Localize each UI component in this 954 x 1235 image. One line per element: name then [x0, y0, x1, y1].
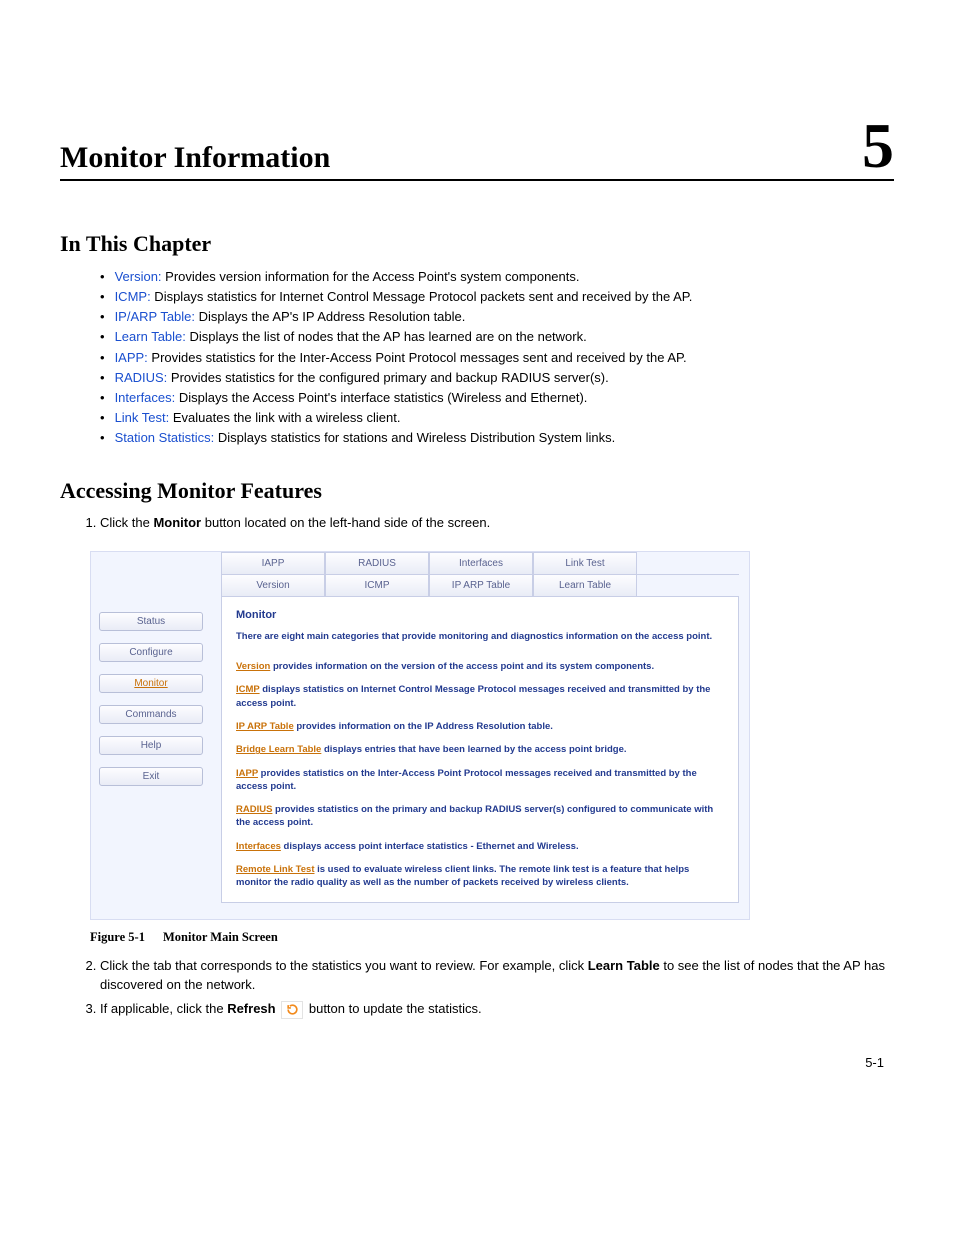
figure-title: Monitor Main Screen: [163, 930, 278, 944]
ss-link-interfaces[interactable]: Interfaces: [236, 841, 281, 852]
step-1: Click the Monitor button located on the …: [100, 514, 894, 533]
step-3: If applicable, click the Refresh button …: [100, 1000, 894, 1019]
toc-list: Version: Provides version information fo…: [60, 267, 894, 448]
ss-para-text: displays access point interface statisti…: [281, 841, 579, 852]
toc-item: Interfaces: Displays the Access Point's …: [100, 388, 894, 408]
ss-para: Version provides information on the vers…: [236, 660, 724, 673]
ss-link-version[interactable]: Version: [236, 661, 270, 672]
ss-btn-status[interactable]: Status: [99, 612, 203, 631]
screenshot-main: IAPP RADIUS Interfaces Link Test Version…: [211, 552, 749, 919]
toc-item: IP/ARP Table: Displays the AP's IP Addre…: [100, 307, 894, 327]
toc-link-interfaces[interactable]: Interfaces:: [115, 390, 176, 405]
ss-btn-configure[interactable]: Configure: [99, 643, 203, 662]
step-text: Click the tab that corresponds to the st…: [100, 958, 588, 973]
screenshot-tabs-row1: IAPP RADIUS Interfaces Link Test: [221, 552, 739, 574]
step-text: button located on the left-hand side of …: [201, 515, 490, 530]
screenshot-sidebar: Status Configure Monitor Commands Help E…: [91, 552, 211, 919]
toc-text: Displays statistics for Internet Control…: [151, 289, 693, 304]
ss-link-iapp[interactable]: IAPP: [236, 768, 258, 779]
ss-tab-radius[interactable]: RADIUS: [325, 552, 429, 574]
toc-text: Displays the list of nodes that the AP h…: [186, 329, 587, 344]
steps-list: Click the Monitor button located on the …: [60, 514, 894, 533]
ss-btn-exit[interactable]: Exit: [99, 767, 203, 786]
figure-number: Figure 5-1: [90, 930, 145, 944]
ss-para-text: provides information on the IP Address R…: [294, 721, 553, 732]
toc-item: Version: Provides version information fo…: [100, 267, 894, 287]
toc-link-radius[interactable]: RADIUS:: [115, 370, 168, 385]
chapter-title: Monitor Information: [60, 141, 330, 175]
toc-text: Displays statistics for stations and Wir…: [214, 430, 615, 445]
ss-para-text: provides statistics on the primary and b…: [236, 804, 713, 828]
toc-text: Provides statistics for the Inter-Access…: [148, 350, 687, 365]
ss-tab-spacer: [637, 574, 739, 596]
ss-para: Remote Link Test is used to evaluate wir…: [236, 863, 724, 890]
ss-para-text: provides statistics on the Inter-Access …: [236, 768, 697, 792]
toc-link-iparp[interactable]: IP/ARP Table:: [115, 309, 195, 324]
toc-item: ICMP: Displays statistics for Internet C…: [100, 287, 894, 307]
toc-item: RADIUS: Provides statistics for the conf…: [100, 368, 894, 388]
step-bold: Monitor: [153, 515, 201, 530]
toc-item: Station Statistics: Displays statistics …: [100, 428, 894, 448]
toc-link-linktest[interactable]: Link Test:: [115, 410, 170, 425]
chapter-header: Monitor Information 5: [60, 120, 894, 181]
toc-text: Provides version information for the Acc…: [162, 269, 580, 284]
toc-text: Displays the AP's IP Address Resolution …: [195, 309, 465, 324]
ss-para-text: provides information on the version of t…: [270, 661, 654, 672]
toc-item: Link Test: Evaluates the link with a wir…: [100, 408, 894, 428]
ss-tab-spacer: [637, 552, 739, 574]
section-in-this-chapter: In This Chapter: [60, 231, 894, 257]
ss-btn-monitor[interactable]: Monitor: [99, 674, 203, 693]
toc-item: Learn Table: Displays the list of nodes …: [100, 327, 894, 347]
ss-link-icmp[interactable]: ICMP: [236, 684, 260, 695]
ss-link-radius[interactable]: RADIUS: [236, 804, 272, 815]
ss-link-bridge[interactable]: Bridge Learn Table: [236, 744, 321, 755]
ss-btn-commands[interactable]: Commands: [99, 705, 203, 724]
steps-list-cont: Click the tab that corresponds to the st…: [60, 957, 894, 1020]
ss-tab-learn[interactable]: Learn Table: [533, 574, 637, 596]
chapter-number: 5: [862, 120, 894, 171]
ss-tab-iapp[interactable]: IAPP: [221, 552, 325, 574]
ss-tab-interfaces[interactable]: Interfaces: [429, 552, 533, 574]
refresh-icon: [281, 1001, 303, 1019]
step-text: Click the: [100, 515, 153, 530]
toc-link-station[interactable]: Station Statistics:: [115, 430, 215, 445]
toc-item: IAPP: Provides statistics for the Inter-…: [100, 348, 894, 368]
ss-para: RADIUS provides statistics on the primar…: [236, 803, 724, 830]
ss-para: Interfaces displays access point interfa…: [236, 840, 724, 853]
ss-tab-iparp[interactable]: IP ARP Table: [429, 574, 533, 596]
ss-link-remote[interactable]: Remote Link Test: [236, 864, 314, 875]
ss-tab-icmp[interactable]: ICMP: [325, 574, 429, 596]
ss-link-iparp[interactable]: IP ARP Table: [236, 721, 294, 732]
ss-tab-version[interactable]: Version: [221, 574, 325, 596]
toc-text: Provides statistics for the configured p…: [167, 370, 608, 385]
ss-para-text: displays entries that have been learned …: [321, 744, 626, 755]
toc-text: Evaluates the link with a wireless clien…: [169, 410, 400, 425]
screenshot-tabs-row2: Version ICMP IP ARP Table Learn Table: [221, 574, 739, 596]
step-2: Click the tab that corresponds to the st…: [100, 957, 894, 995]
ss-para: Bridge Learn Table displays entries that…: [236, 743, 724, 756]
ss-btn-help[interactable]: Help: [99, 736, 203, 755]
section-accessing: Accessing Monitor Features: [60, 478, 894, 504]
ss-intro: There are eight main categories that pro…: [236, 631, 724, 642]
step-text: If applicable, click the: [100, 1001, 227, 1016]
screenshot-content: Monitor There are eight main categories …: [221, 596, 739, 903]
toc-link-icmp[interactable]: ICMP:: [115, 289, 151, 304]
figure-caption: Figure 5-1 Monitor Main Screen: [90, 930, 894, 945]
ss-para-text: displays statistics on Internet Control …: [236, 684, 710, 708]
toc-link-version[interactable]: Version:: [115, 269, 162, 284]
ss-para: IP ARP Table provides information on the…: [236, 720, 724, 733]
toc-text: Displays the Access Point's interface st…: [175, 390, 587, 405]
toc-link-learn[interactable]: Learn Table:: [115, 329, 186, 344]
ss-para: ICMP displays statistics on Internet Con…: [236, 683, 724, 710]
ss-para: IAPP provides statistics on the Inter-Ac…: [236, 767, 724, 794]
ss-tab-linktest[interactable]: Link Test: [533, 552, 637, 574]
step-bold: Learn Table: [588, 958, 660, 973]
step-text: button to update the statistics.: [309, 1001, 482, 1016]
step-bold: Refresh: [227, 1001, 275, 1016]
page-number: 5-1: [60, 1055, 894, 1070]
screenshot-monitor: Status Configure Monitor Commands Help E…: [90, 551, 750, 920]
toc-link-iapp[interactable]: IAPP:: [115, 350, 148, 365]
ss-content-title: Monitor: [236, 609, 724, 621]
